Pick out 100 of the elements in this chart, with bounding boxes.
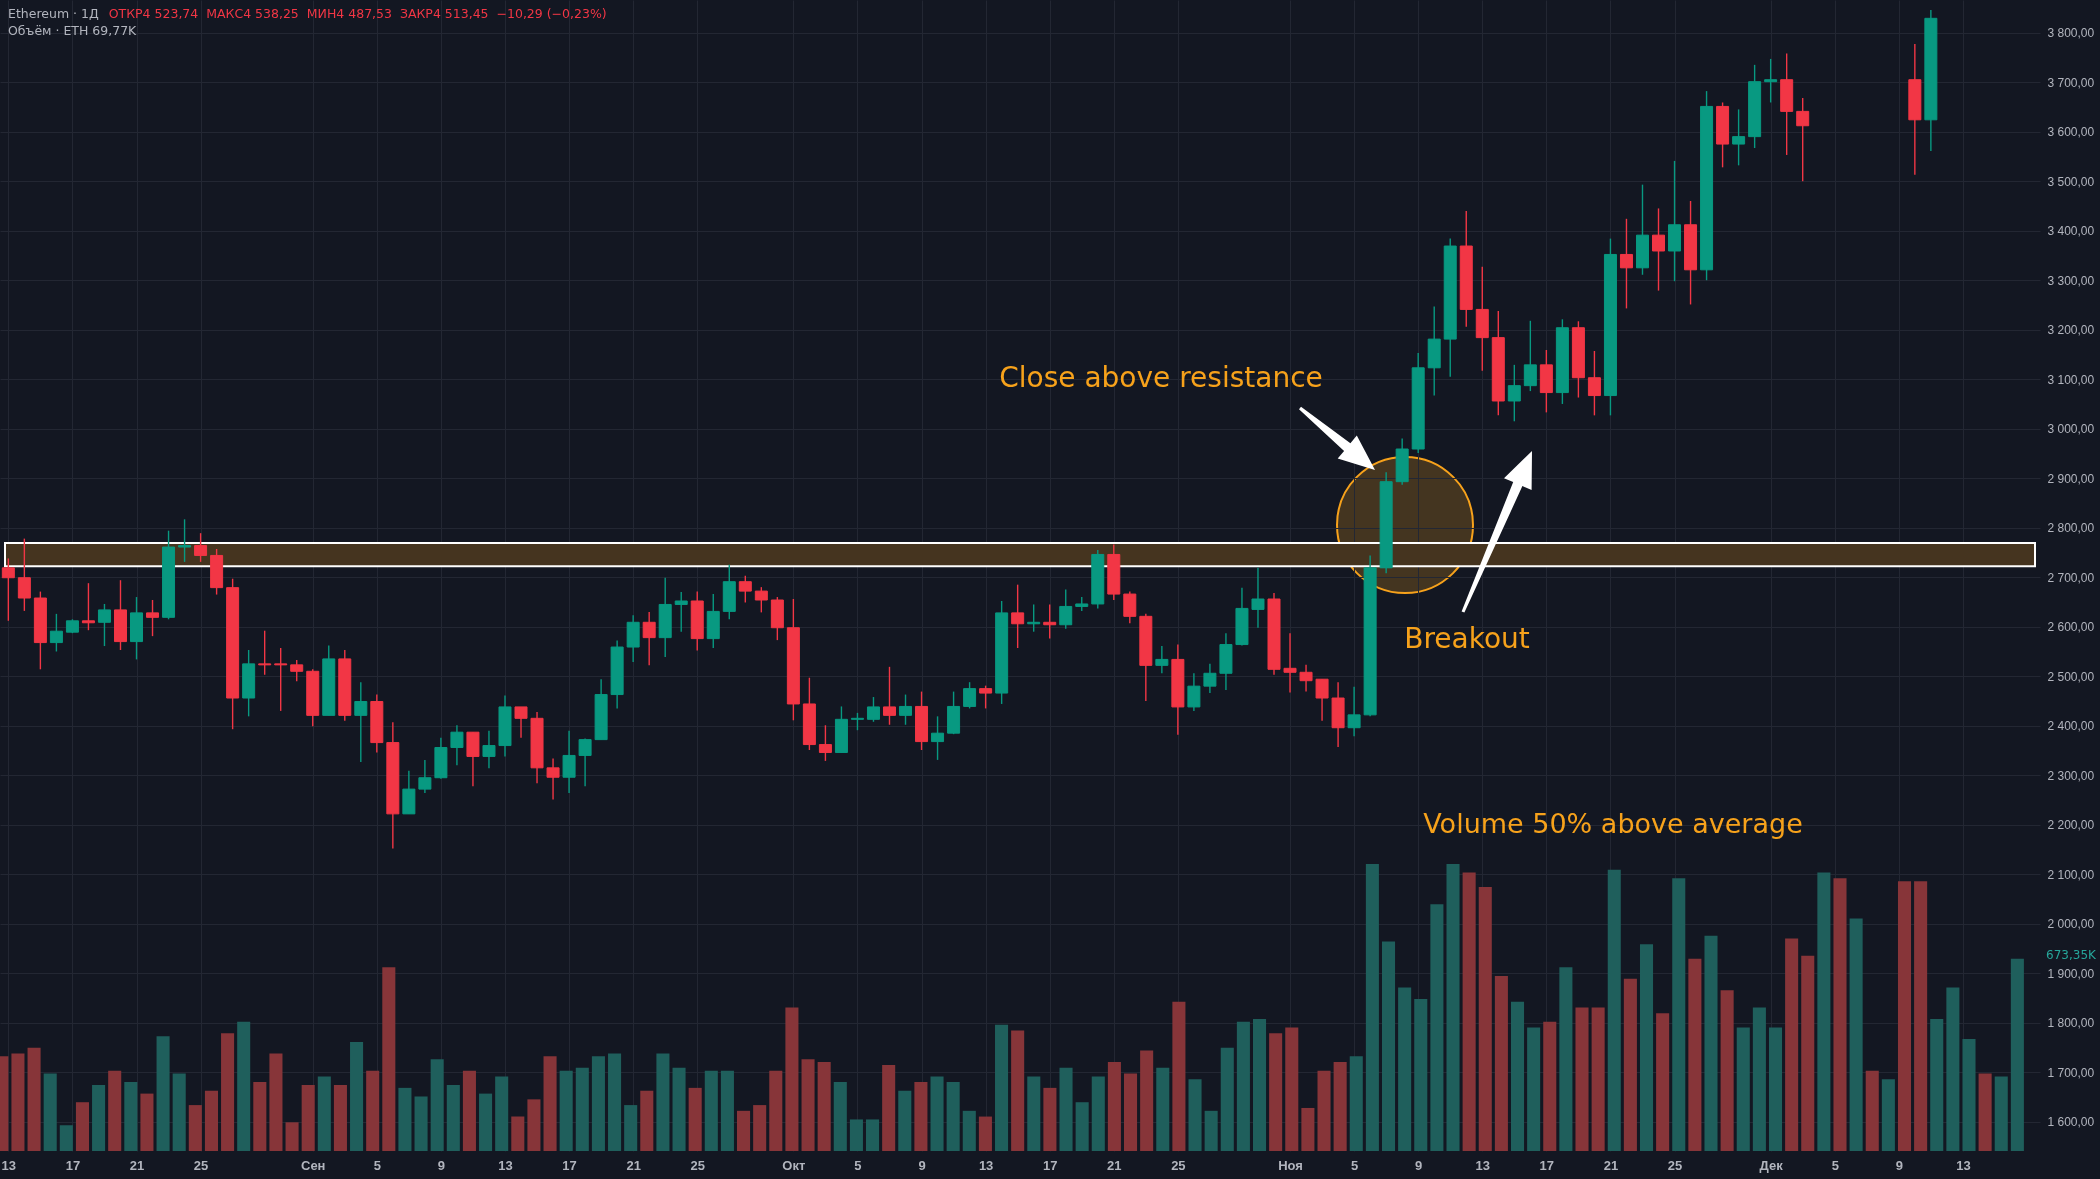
bar: [188, 1105, 202, 1151]
bar: [1978, 1073, 1992, 1151]
bar: [398, 1087, 412, 1151]
bar: [656, 1053, 670, 1151]
bar: [92, 1084, 106, 1151]
bar: [495, 1076, 509, 1151]
bar: [1333, 1062, 1347, 1151]
bar: [301, 1084, 315, 1151]
bar: [1962, 1039, 1976, 1151]
y-tick-label: 3 500,00: [2047, 174, 2095, 189]
bar: [1269, 1033, 1283, 1151]
bar: [1430, 904, 1444, 1151]
bar: [833, 1082, 847, 1151]
candlestick: [146, 599, 160, 637]
bar: [1027, 1076, 1041, 1151]
x-tick-label: 25: [193, 1157, 209, 1173]
bar: [156, 1036, 170, 1151]
bar: [108, 1070, 122, 1151]
x-tick-label: Сен: [301, 1157, 326, 1173]
bar: [995, 1024, 1009, 1151]
bar: [866, 1119, 880, 1151]
candlestick: [1619, 218, 1633, 310]
candlestick: [1523, 320, 1537, 392]
candlestick: [274, 647, 288, 712]
candlestick: [1652, 207, 1666, 292]
bar: [1011, 1030, 1025, 1151]
bar: [172, 1073, 186, 1151]
bar: [1865, 1070, 1879, 1151]
candlestick: [418, 759, 432, 794]
bar: [446, 1084, 460, 1151]
bar: [624, 1105, 638, 1151]
x-tick-label: 5: [1350, 1157, 1359, 1173]
y-tick-label: 2 400,00: [2047, 719, 2095, 734]
y-tick-label: 2 300,00: [2047, 768, 2095, 783]
x-tick-label: 5: [1831, 1157, 1839, 1173]
bar: [1075, 1102, 1089, 1151]
x-tick-label: 9: [1415, 1157, 1423, 1173]
candlestick: [1187, 672, 1201, 712]
x-tick-label: 25: [1171, 1157, 1186, 1173]
bar: [978, 1116, 992, 1151]
bar: [1494, 975, 1508, 1151]
bar: [817, 1062, 831, 1151]
bar: [221, 1033, 235, 1151]
bar: [737, 1110, 751, 1151]
bar: [559, 1070, 573, 1151]
x-tick-label: 21: [1107, 1157, 1122, 1173]
text: ОТКР4 523,74 МАКС4 538,25 МИН4 487,53 ЗАКР4 513,45 −10,29 (−0,23%): [108, 6, 607, 21]
bar: [1785, 938, 1799, 1151]
x-tick-label: 13: [1475, 1157, 1491, 1173]
candlestick: [1059, 588, 1073, 630]
y-tick-label: 2 600,00: [2047, 620, 2095, 635]
bar: [1172, 1001, 1186, 1151]
bar: [1688, 958, 1702, 1151]
x-tick-label: Дек: [1759, 1157, 1784, 1173]
bar: [1607, 869, 1621, 1151]
candlestick: [866, 696, 880, 723]
bar: [720, 1070, 734, 1151]
bar: [914, 1082, 928, 1151]
y-tick-label: 3 100,00: [2047, 372, 2095, 387]
candlestick: [899, 693, 913, 726]
bar: [1140, 1050, 1154, 1151]
bar: [366, 1070, 380, 1151]
bar: [1381, 941, 1396, 1151]
bar: [1543, 1021, 1557, 1151]
bar: [43, 1073, 57, 1151]
bar: [511, 1116, 525, 1151]
candlestick: [963, 681, 977, 710]
candlestick: [178, 518, 192, 563]
candlestick: [49, 613, 63, 653]
candlestick: [979, 684, 993, 710]
bar: [1639, 944, 1654, 1151]
bar: [1220, 1047, 1234, 1151]
candlestick: [578, 737, 592, 787]
x-tick-label: 17: [1042, 1157, 1058, 1173]
candlestick: [450, 724, 464, 767]
candlestick: [97, 603, 111, 647]
candlestick: [1587, 350, 1601, 417]
x-tick-label: 9: [1895, 1157, 1903, 1173]
bar: [1897, 881, 1912, 1151]
bar: [1623, 978, 1637, 1151]
y-tick-label: 1 800,00: [2047, 1016, 2095, 1031]
bar: [237, 1021, 251, 1151]
bar: [1204, 1110, 1218, 1151]
y-tick-label: 2 100,00: [2047, 867, 2095, 882]
bar: [753, 1105, 767, 1151]
bar: [1043, 1087, 1057, 1151]
bar: [946, 1082, 960, 1151]
candlestick: [1155, 645, 1169, 674]
bar: [1801, 955, 1815, 1151]
y-tick-label: 3 800,00: [2047, 26, 2095, 41]
bar: [1833, 878, 1847, 1151]
y-tick-label: 3 300,00: [2047, 273, 2095, 288]
bar: [1736, 1027, 1750, 1151]
bar: [543, 1056, 557, 1151]
y-tick-label: 2 200,00: [2047, 818, 2095, 833]
candlestick: [562, 730, 576, 794]
candlestick: [1796, 97, 1810, 182]
bar: [1881, 1079, 1895, 1151]
bar: [1946, 987, 1960, 1151]
candlestick: [258, 630, 272, 676]
